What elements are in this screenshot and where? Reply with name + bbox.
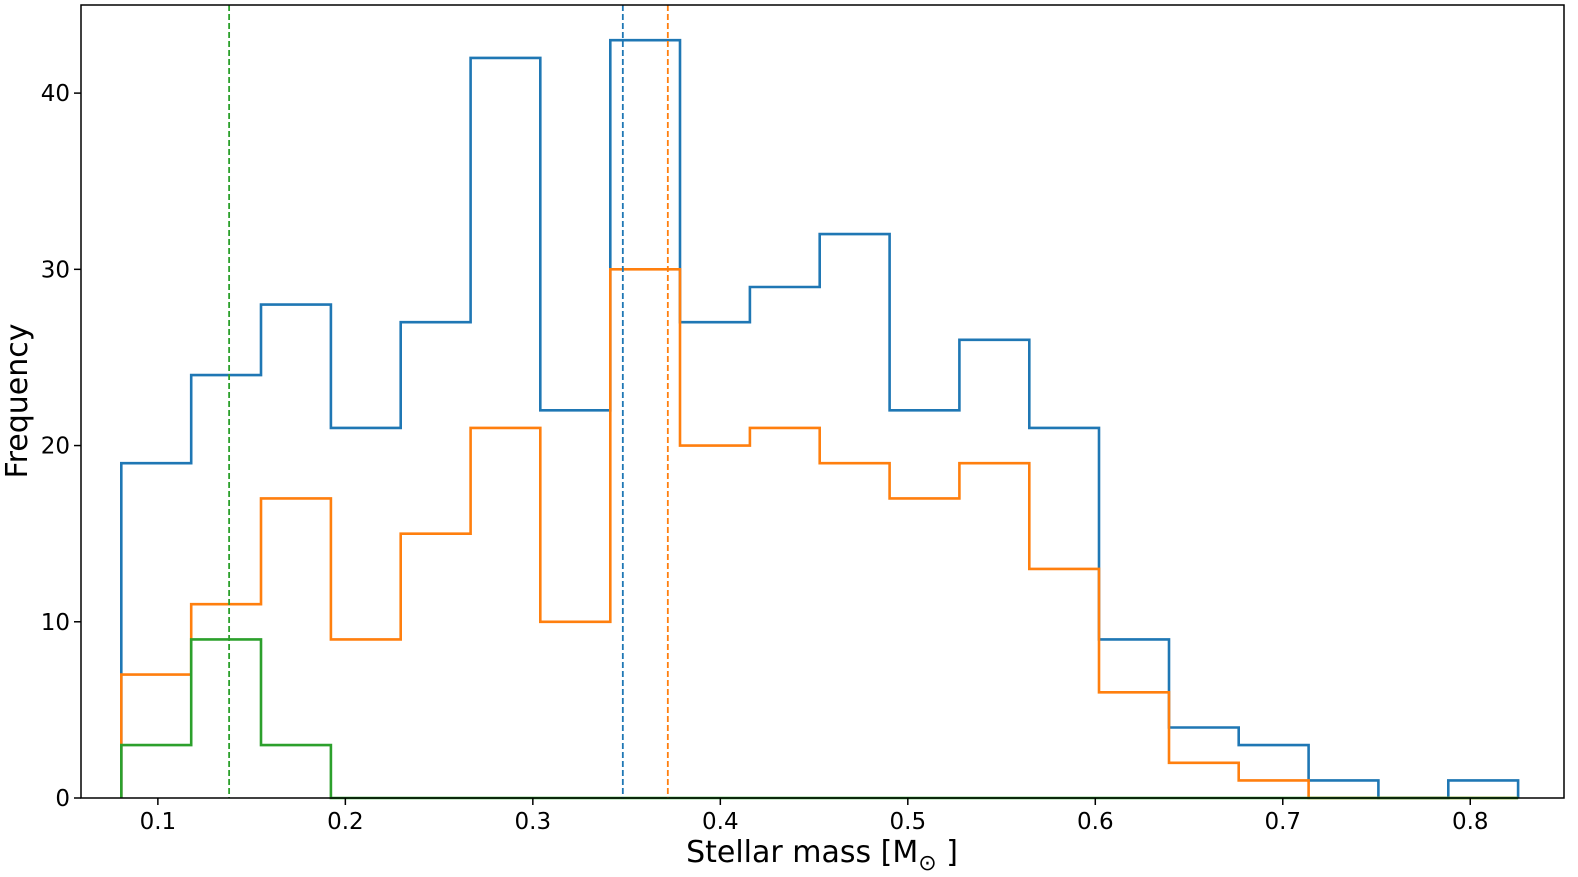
x-tick-label: 0.6 (1077, 809, 1114, 835)
plot-area-frame (80, 4, 1565, 799)
y-axis-label: Frequency (0, 324, 35, 479)
y-tick-label: 0 (55, 786, 70, 812)
x-tick-label: 0.7 (1264, 809, 1301, 835)
y-tick-label: 20 (41, 434, 70, 460)
x-axis-ticks: 0.1 0.2 0.3 0.4 0.5 0.6 0.7 0.8 (140, 798, 1489, 835)
x-tick-label: 0.3 (515, 809, 552, 835)
y-tick-label: 40 (41, 81, 70, 107)
x-tick-label: 0.4 (702, 809, 739, 835)
y-axis-ticks: 0 10 20 30 40 (41, 81, 81, 812)
y-tick-label: 10 (41, 610, 70, 636)
x-tick-label: 0.5 (890, 809, 927, 835)
x-axis-label: Stellar mass [M⊙ ] (686, 835, 958, 876)
x-tick-label: 0.8 (1452, 809, 1489, 835)
x-tick-label: 0.1 (140, 809, 177, 835)
series-layer (120, 38, 1520, 800)
x-axis-label-subscript: ⊙ (918, 851, 936, 876)
x-axis-label-main: Stellar mass [M (686, 835, 918, 870)
x-axis-label-close: ] (937, 835, 958, 870)
median-lines (228, 5, 669, 798)
histogram-series-1 (120, 38, 1520, 800)
histogram-series-2 (120, 268, 1519, 800)
x-tick-label: 0.2 (327, 809, 364, 835)
y-tick-label: 30 (41, 257, 70, 283)
